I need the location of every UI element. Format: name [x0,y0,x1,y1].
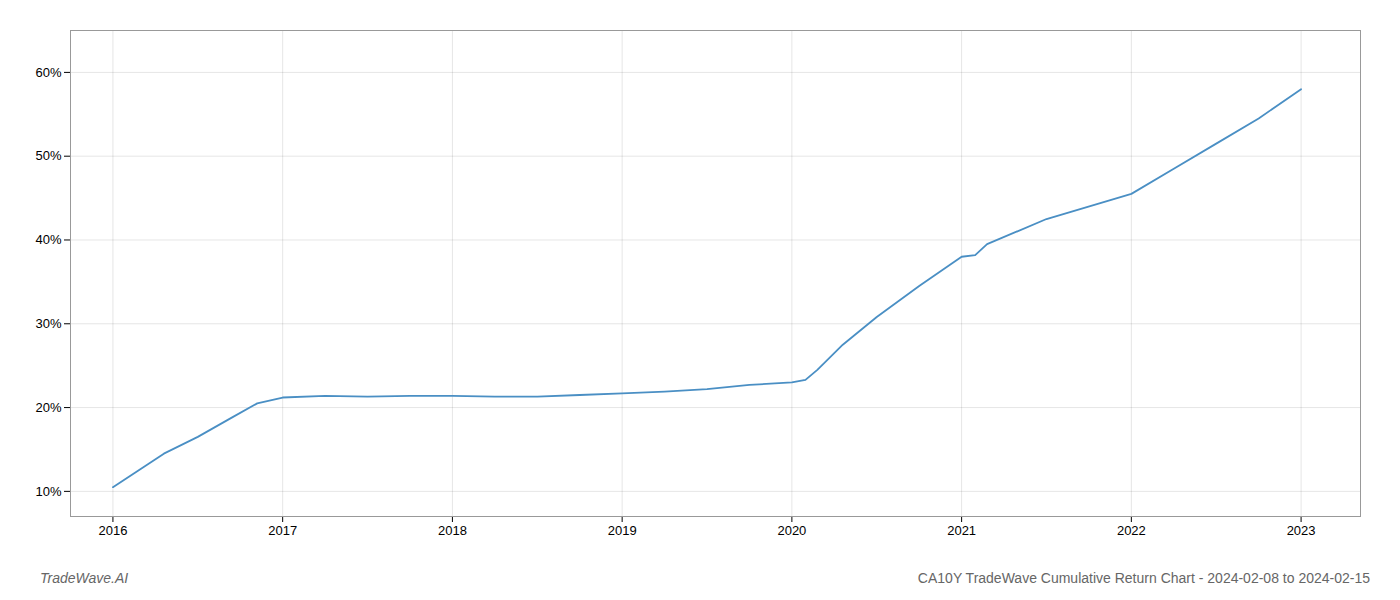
html-text:CA10Y TradeWave Cumulative Ret: CA10Y TradeWave Cumulative Return Chart … [917,570,1370,586]
svg-text:60%: 60% [35,65,61,80]
svg-text:20%: 20% [35,400,61,415]
svg-text:2020: 2020 [777,523,806,538]
svg-text:2019: 2019 [608,523,637,538]
svg-text:30%: 30% [35,316,61,331]
svg-text:2017: 2017 [268,523,297,538]
svg-text:2022: 2022 [1117,523,1146,538]
svg-text:2023: 2023 [1287,523,1316,538]
svg-text:10%: 10% [35,484,61,499]
svg-text:50%: 50% [35,148,61,163]
svg-text:2018: 2018 [438,523,467,538]
svg-text:2021: 2021 [947,523,976,538]
html-text:TradeWave.AI: TradeWave.AI [40,570,129,586]
svg-text:2016: 2016 [98,523,127,538]
svg-text:40%: 40% [35,232,61,247]
